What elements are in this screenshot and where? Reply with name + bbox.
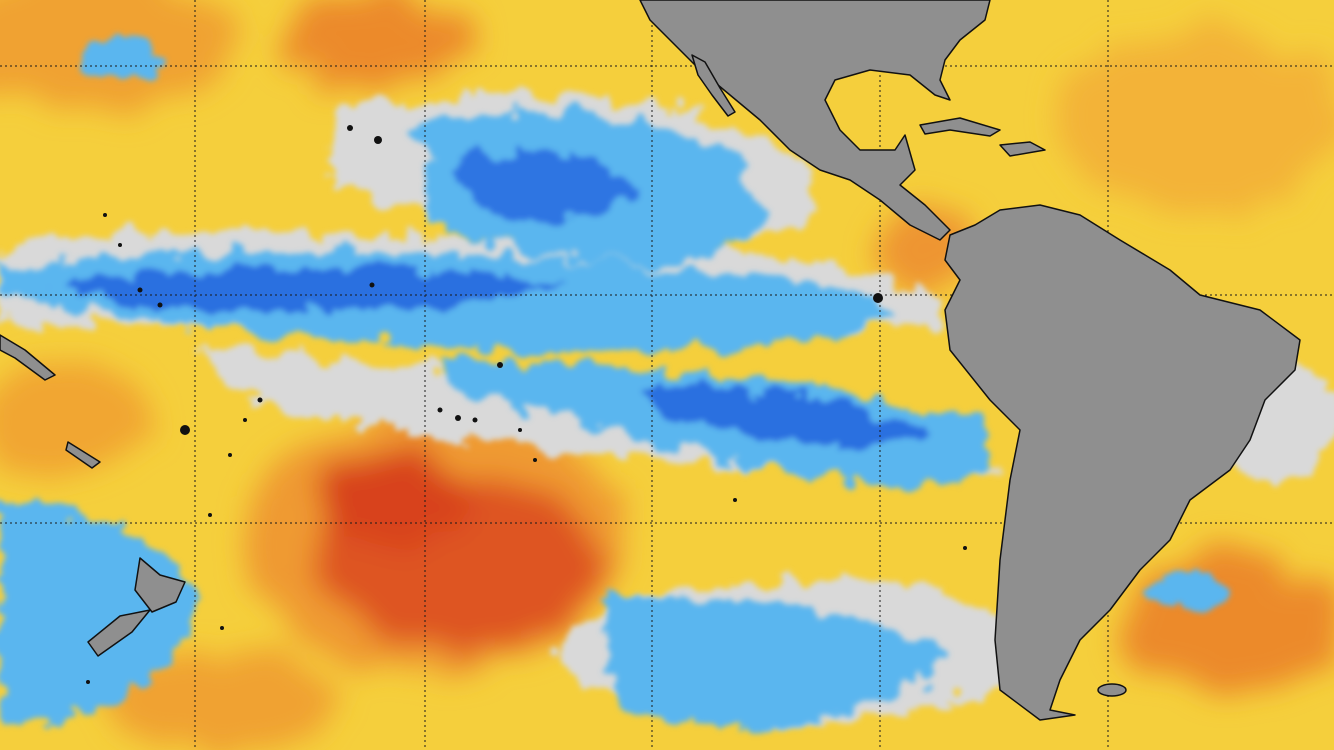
islands bbox=[86, 125, 967, 684]
island bbox=[347, 125, 353, 131]
warm-core bbox=[320, 450, 480, 550]
north-america bbox=[639, 0, 991, 241]
warm-patch bbox=[100, 650, 340, 750]
island bbox=[963, 546, 967, 550]
new-zealand-north bbox=[134, 557, 186, 613]
island bbox=[220, 626, 224, 630]
hispaniola bbox=[999, 141, 1046, 157]
south-america bbox=[944, 204, 1301, 721]
new-zealand-south bbox=[87, 609, 151, 657]
cool-patch bbox=[80, 40, 160, 80]
cool-core bbox=[60, 270, 560, 312]
island bbox=[369, 282, 375, 288]
cool-patch bbox=[0, 500, 200, 722]
island bbox=[137, 287, 143, 293]
new-caledonia bbox=[65, 441, 101, 469]
island bbox=[208, 513, 212, 517]
island bbox=[873, 293, 883, 303]
island bbox=[455, 415, 461, 421]
cool-anomalies bbox=[0, 40, 1230, 724]
cool-patch bbox=[1150, 570, 1230, 610]
island bbox=[180, 425, 190, 435]
island bbox=[533, 458, 537, 462]
island bbox=[103, 213, 107, 217]
island bbox=[243, 418, 247, 422]
baja-california bbox=[691, 54, 736, 117]
island bbox=[374, 136, 382, 144]
warm-patch bbox=[1060, 30, 1334, 210]
island bbox=[118, 243, 122, 247]
island bbox=[228, 453, 232, 457]
warm-patch bbox=[0, 360, 150, 480]
solomon-islands bbox=[0, 334, 56, 381]
landmasses bbox=[0, 0, 1301, 721]
warm-patch bbox=[290, 0, 470, 90]
cool-patch bbox=[600, 597, 950, 724]
island bbox=[497, 362, 503, 368]
warm-patch bbox=[1120, 550, 1334, 690]
island bbox=[157, 302, 163, 308]
island bbox=[733, 498, 737, 502]
cool-core bbox=[640, 385, 930, 446]
cuba bbox=[919, 117, 1001, 137]
cool-core bbox=[450, 150, 640, 219]
falkland-islands bbox=[1097, 683, 1127, 697]
island bbox=[257, 397, 263, 403]
island bbox=[472, 417, 478, 423]
island bbox=[518, 428, 522, 432]
island bbox=[437, 407, 443, 413]
island bbox=[86, 680, 90, 684]
